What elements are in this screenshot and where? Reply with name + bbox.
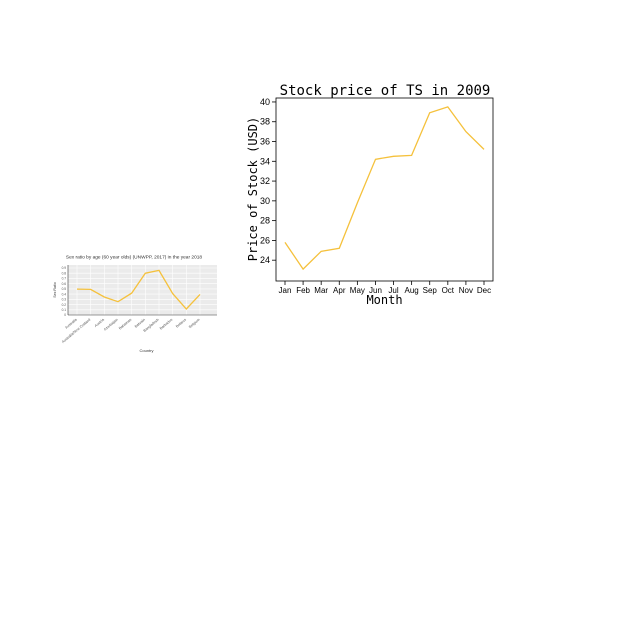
x-axis-label: Country	[139, 348, 153, 353]
y-tick-label: 0.5	[62, 287, 67, 291]
y-tick-label: 0.9	[62, 266, 67, 270]
grid	[67, 265, 217, 316]
y-tick-label: 26	[260, 235, 270, 245]
y-tick-label: 24	[260, 255, 270, 265]
series-line	[284, 106, 485, 271]
y-ticks: 24 26 28 30 32 34 36 38 40	[260, 97, 276, 265]
series-line	[76, 269, 201, 310]
x-tick-label: Nov	[459, 286, 473, 295]
y-tick-label: 38	[260, 117, 270, 127]
y-axis-label: Sex Ratio	[53, 282, 57, 298]
y-tick-label: 0.4	[62, 292, 67, 296]
chart-title: Stock price of TS in 2009	[280, 83, 491, 99]
y-tick-label: 28	[260, 216, 270, 226]
x-tick-label: Apr	[333, 286, 346, 295]
x-tick-label: Aug	[405, 286, 419, 295]
x-tick-label: Jan	[279, 286, 292, 295]
x-tick-label: Belarus	[175, 318, 187, 329]
y-tick-label: 0.6	[62, 282, 67, 286]
x-tick-label: Austria	[94, 318, 105, 328]
y-tick-labels: 0.90.8 0.70.60.50.4 0.30.20.10	[62, 266, 67, 317]
x-tick-label: Jun	[369, 286, 382, 295]
stock-price-chart: Stock price of TS in 2009 24 26 28 30 32 34 36…	[246, 83, 494, 307]
chart-title: Sex ratio by age (60 year olds) (UNWPP, …	[66, 255, 202, 261]
x-tick-label: Oct	[442, 286, 455, 295]
y-tick-label: 0.8	[62, 271, 67, 275]
x-tick-label: Bahrain	[134, 318, 146, 329]
plot-area	[275, 97, 494, 282]
x-tick-label: Jul	[388, 286, 398, 295]
x-tick-label: Azerbaijan	[103, 318, 119, 332]
x-tick-label: Barbados	[159, 318, 174, 331]
y-tick-label: 0	[64, 313, 66, 317]
y-tick-label: 32	[260, 176, 270, 186]
y-tick-label: 40	[260, 97, 270, 107]
y-tick-label: 30	[260, 196, 270, 206]
x-tick-label: Mar	[314, 286, 328, 295]
y-axis-label: Price of Stock (USD)	[246, 117, 260, 262]
y-tick-label: 34	[260, 156, 270, 166]
y-tick-label: 0.1	[62, 308, 67, 312]
x-ticks: Jan Feb Mar Apr May Jun Jul Aug Sep Oct Nov Dec	[279, 281, 491, 295]
x-axis-label: Month	[366, 293, 402, 307]
y-tick-label: 0.2	[62, 303, 67, 307]
x-tick-label: Feb	[296, 286, 310, 295]
x-tick-label: May	[350, 286, 365, 295]
x-tick-label: Sep	[423, 286, 438, 295]
y-tick-label: 0.7	[62, 277, 67, 281]
x-tick-label: Belgium	[188, 318, 201, 329]
y-tick-label: 0.3	[62, 298, 67, 302]
x-tick-label: Bahamas	[118, 318, 132, 331]
x-tick-label: Dec	[477, 286, 491, 295]
y-tick-label: 36	[260, 137, 270, 147]
sex-ratio-chart: Sex ratio by age (60 year olds) (UNWPP, …	[53, 255, 217, 353]
